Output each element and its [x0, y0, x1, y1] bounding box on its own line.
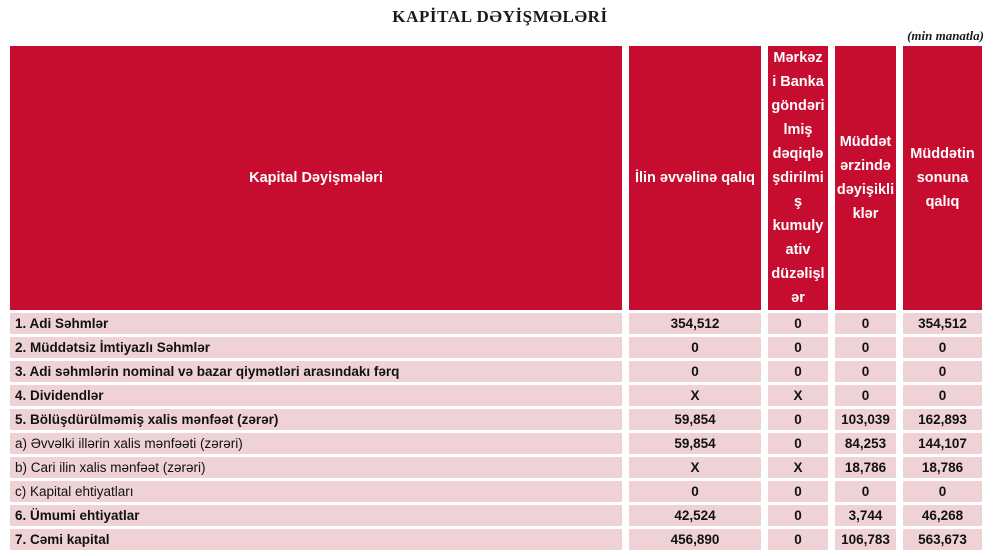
value-cell: 18,786	[835, 457, 896, 478]
value-cell: 0	[768, 337, 828, 358]
value-cell: 42,524	[629, 505, 761, 526]
value-cell: 0	[903, 385, 982, 406]
col-header-kapital-deyismeleri: Kapital Dəyişmələri	[10, 46, 622, 310]
value-cell: 0	[903, 337, 982, 358]
table-row: 5. Bölüşdürülməmiş xalis mənfəət (zərər)…	[10, 409, 982, 430]
row-label: 3. Adi səhmlərin nominal və bazar qiymət…	[10, 361, 622, 382]
row-label: 1. Adi Səhmlər	[10, 313, 622, 334]
unit-note: (min manatla)	[907, 28, 984, 43]
value-cell: X	[768, 385, 828, 406]
col-header-muddet-erzinde-deyisiklikler: Müddət ərzində dəyişikli klər	[835, 46, 896, 310]
value-cell: 456,890	[629, 529, 761, 550]
value-cell: 354,512	[629, 313, 761, 334]
col-header-ilin-evveline-qaliq: İlin əvvəlinə qalıq	[629, 46, 761, 310]
value-cell: 0	[629, 361, 761, 382]
value-cell: 0	[903, 481, 982, 502]
value-cell: 46,268	[903, 505, 982, 526]
value-cell: 563,673	[903, 529, 982, 550]
value-cell: X	[629, 457, 761, 478]
value-cell: 0	[835, 337, 896, 358]
table-row: c) Kapital ehtiyatları 0 0 0 0	[10, 481, 982, 502]
value-cell: 0	[768, 505, 828, 526]
value-cell: 0	[629, 337, 761, 358]
value-cell: 84,253	[835, 433, 896, 454]
value-cell: 0	[768, 361, 828, 382]
row-label: c) Kapital ehtiyatları	[10, 481, 622, 502]
table-row: 7. Cəmi kapital 456,890 0 106,783 563,673	[10, 529, 982, 550]
row-label: 7. Cəmi kapital	[10, 529, 622, 550]
row-label: 2. Müddətsiz İmtiyazlı Səhmlər	[10, 337, 622, 358]
value-cell: 18,786	[903, 457, 982, 478]
value-cell: 59,854	[629, 409, 761, 430]
value-cell: 0	[768, 409, 828, 430]
value-cell: 106,783	[835, 529, 896, 550]
col-header-muddetin-sonuna-qaliq: Müddətin sonuna qalıq	[903, 46, 982, 310]
row-label: 4. Dividendlər	[10, 385, 622, 406]
value-cell: 0	[835, 313, 896, 334]
table-row: 1. Adi Səhmlər 354,512 0 0 354,512	[10, 313, 982, 334]
value-cell: 0	[835, 361, 896, 382]
capital-changes-table: Kapital Dəyişmələri İlin əvvəlinə qalıq …	[3, 43, 989, 553]
value-cell: 162,893	[903, 409, 982, 430]
value-cell: 0	[835, 481, 896, 502]
table-row: 3. Adi səhmlərin nominal və bazar qiymət…	[10, 361, 982, 382]
value-cell: 0	[768, 481, 828, 502]
value-cell: 0	[629, 481, 761, 502]
value-cell: X	[629, 385, 761, 406]
table-row: 2. Müddətsiz İmtiyazlı Səhmlər 0 0 0 0	[10, 337, 982, 358]
value-cell: 144,107	[903, 433, 982, 454]
table-row: 6. Ümumi ehtiyatlar 42,524 0 3,744 46,268	[10, 505, 982, 526]
value-cell: 59,854	[629, 433, 761, 454]
value-cell: X	[768, 457, 828, 478]
value-cell: 354,512	[903, 313, 982, 334]
row-label: b) Cari ilin xalis mənfəət (zərəri)	[10, 457, 622, 478]
table-row: a) Əvvəlki illərin xalis mənfəəti (zərər…	[10, 433, 982, 454]
row-label: 6. Ümumi ehtiyatlar	[10, 505, 622, 526]
page-title: KAPİTAL DƏYİŞMƏLƏRİ	[392, 7, 608, 26]
table-row: 4. Dividendlər X X 0 0	[10, 385, 982, 406]
value-cell: 0	[903, 361, 982, 382]
table-header: Kapital Dəyişmələri İlin əvvəlinə qalıq …	[10, 46, 982, 310]
value-cell: 0	[768, 433, 828, 454]
table-row: b) Cari ilin xalis mənfəət (zərəri) X X 18,…	[10, 457, 982, 478]
table-body: 1. Adi Səhmlər 354,512 0 0 354,512 2. Müddəts…	[10, 313, 982, 550]
col-header-merkezi-banka-duzelisler: Mərkəz i Banka göndəri lmiş dəqiqlə şdir…	[768, 46, 828, 310]
header-row: Kapital Dəyişmələri İlin əvvəlinə qalıq …	[10, 46, 982, 310]
row-label: 5. Bölüşdürülməmiş xalis mənfəət (zərər)	[10, 409, 622, 430]
value-cell: 0	[768, 529, 828, 550]
value-cell: 3,744	[835, 505, 896, 526]
row-label: a) Əvvəlki illərin xalis mənfəəti (zərər…	[10, 433, 622, 454]
value-cell: 103,039	[835, 409, 896, 430]
value-cell: 0	[835, 385, 896, 406]
value-cell: 0	[768, 313, 828, 334]
